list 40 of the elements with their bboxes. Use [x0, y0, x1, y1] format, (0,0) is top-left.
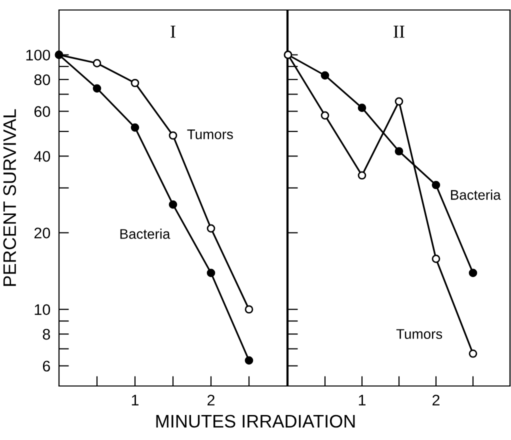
point [92, 84, 102, 93]
point [130, 123, 140, 132]
point [206, 268, 216, 278]
text: I [170, 26, 176, 38]
point [320, 111, 330, 120]
point [468, 349, 478, 358]
point [358, 171, 366, 180]
point [394, 97, 404, 106]
point [130, 78, 140, 88]
x-axis-title: MINUTES IRRADIATION [156, 414, 355, 428]
y-tick-label: 80 [34, 74, 50, 86]
x-tick-label: 2 [208, 394, 214, 406]
x-tick-label: 2 [432, 394, 440, 406]
point [468, 268, 478, 278]
series-label: Tumors [187, 130, 233, 140]
y-tick-label: 6 [42, 360, 50, 372]
series-label: Bacteria [120, 228, 170, 239]
point [320, 71, 330, 80]
y-tick-label: 8 [42, 328, 50, 340]
point [168, 200, 178, 209]
y-tick-label: 60 [34, 106, 50, 117]
point [244, 356, 254, 365]
x-tick-label: 1 [132, 394, 139, 406]
y-tick-label: 100 [26, 50, 50, 61]
point [358, 104, 366, 112]
point [432, 254, 440, 263]
point [168, 131, 178, 140]
point [92, 59, 102, 68]
y-tick-label: 10 [34, 304, 50, 316]
point [244, 305, 254, 314]
series-label: Bacteria [451, 190, 501, 200]
series-label: Tumors [396, 329, 442, 339]
x-tick-label: 1 [358, 394, 366, 406]
y-tick-label: 40 [34, 150, 50, 162]
y-axis-title: PERCENT SURVIVAL [3, 109, 16, 286]
point [432, 180, 440, 190]
y-tick-label: 20 [34, 228, 50, 238]
point [394, 147, 404, 156]
text: II [394, 26, 404, 38]
point [206, 224, 216, 233]
